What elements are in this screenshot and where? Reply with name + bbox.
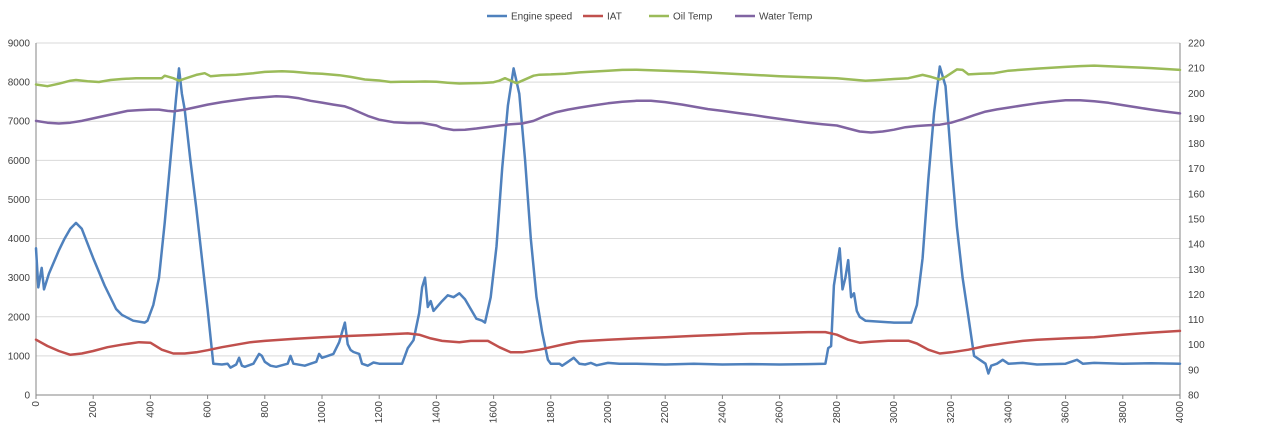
series-line-oil-temp (34, 64, 1182, 88)
series-line-engine-speed (34, 65, 1182, 375)
x-tick-label: 3600 (1061, 401, 1072, 424)
y2-tick-label: 150 (1188, 215, 1205, 226)
x-tick-label: 3400 (1003, 401, 1014, 424)
x-tick-label: 2600 (775, 401, 786, 424)
x-tick-label: 2800 (832, 401, 843, 424)
legend: Engine speed IAT Oil Temp Water Temp (487, 12, 813, 23)
y2-tick-label: 220 (1188, 39, 1205, 50)
y-tick-label: 4000 (8, 234, 31, 245)
x-tick-label: 600 (203, 401, 214, 418)
x-tick-label: 3200 (946, 401, 957, 424)
x-tick-label: 200 (88, 401, 99, 418)
x-tick-label: 1400 (431, 401, 442, 424)
x-tick-label: 1200 (374, 401, 385, 424)
y-tick-label: 6000 (8, 156, 31, 167)
x-tick-label: 3000 (889, 401, 900, 424)
x-tick-label: 2000 (603, 401, 614, 424)
series-line-iat (34, 329, 1182, 357)
y-tick-label: 8000 (8, 78, 31, 89)
y-tick-label: 3000 (8, 273, 31, 284)
y2-tick-label: 210 (1188, 64, 1205, 75)
legend-label-oil-temp: Oil Temp (673, 12, 713, 23)
y2-tick-label: 80 (1188, 391, 1200, 402)
y-tick-label: 9000 (8, 39, 31, 50)
x-tick-label: 2400 (717, 401, 728, 424)
y-tick-label: 7000 (8, 117, 31, 128)
y2-tick-label: 160 (1188, 189, 1205, 200)
legend-label-water-temp: Water Temp (759, 12, 813, 23)
y2-tick-label: 200 (1188, 89, 1205, 100)
x-tick-label: 1000 (317, 401, 328, 424)
legend-label-engine-speed: Engine speed (511, 12, 572, 23)
x-tick-label: 800 (260, 401, 271, 418)
y2-tick-label: 170 (1188, 164, 1205, 175)
x-tick-label: 0 (31, 401, 42, 407)
y2-tick-label: 110 (1188, 315, 1204, 326)
x-tick-label: 2200 (660, 401, 671, 424)
y2-tick-label: 190 (1188, 114, 1205, 125)
y-tick-label: 2000 (8, 312, 31, 323)
y-tick-label: 0 (24, 391, 30, 402)
legend-label-iat: IAT (607, 12, 622, 23)
y2-tick-label: 180 (1188, 139, 1205, 150)
axes: 0100020003000400050006000700080009000809… (8, 39, 1205, 424)
y2-tick-label: 90 (1188, 365, 1200, 376)
y2-tick-label: 130 (1188, 265, 1205, 276)
y2-tick-label: 140 (1188, 240, 1205, 251)
grid (36, 42, 1180, 396)
x-tick-label: 1600 (489, 401, 500, 424)
x-tick-label: 1800 (546, 401, 557, 424)
y2-tick-label: 100 (1188, 340, 1205, 351)
y-tick-label: 5000 (8, 195, 31, 206)
x-tick-label: 400 (145, 401, 156, 418)
x-tick-label: 3800 (1118, 401, 1129, 424)
series-line-water-temp (34, 95, 1182, 134)
series (34, 64, 1182, 375)
x-tick-label: 4000 (1175, 401, 1186, 424)
y-tick-label: 1000 (8, 351, 31, 362)
y2-tick-label: 120 (1188, 290, 1205, 301)
